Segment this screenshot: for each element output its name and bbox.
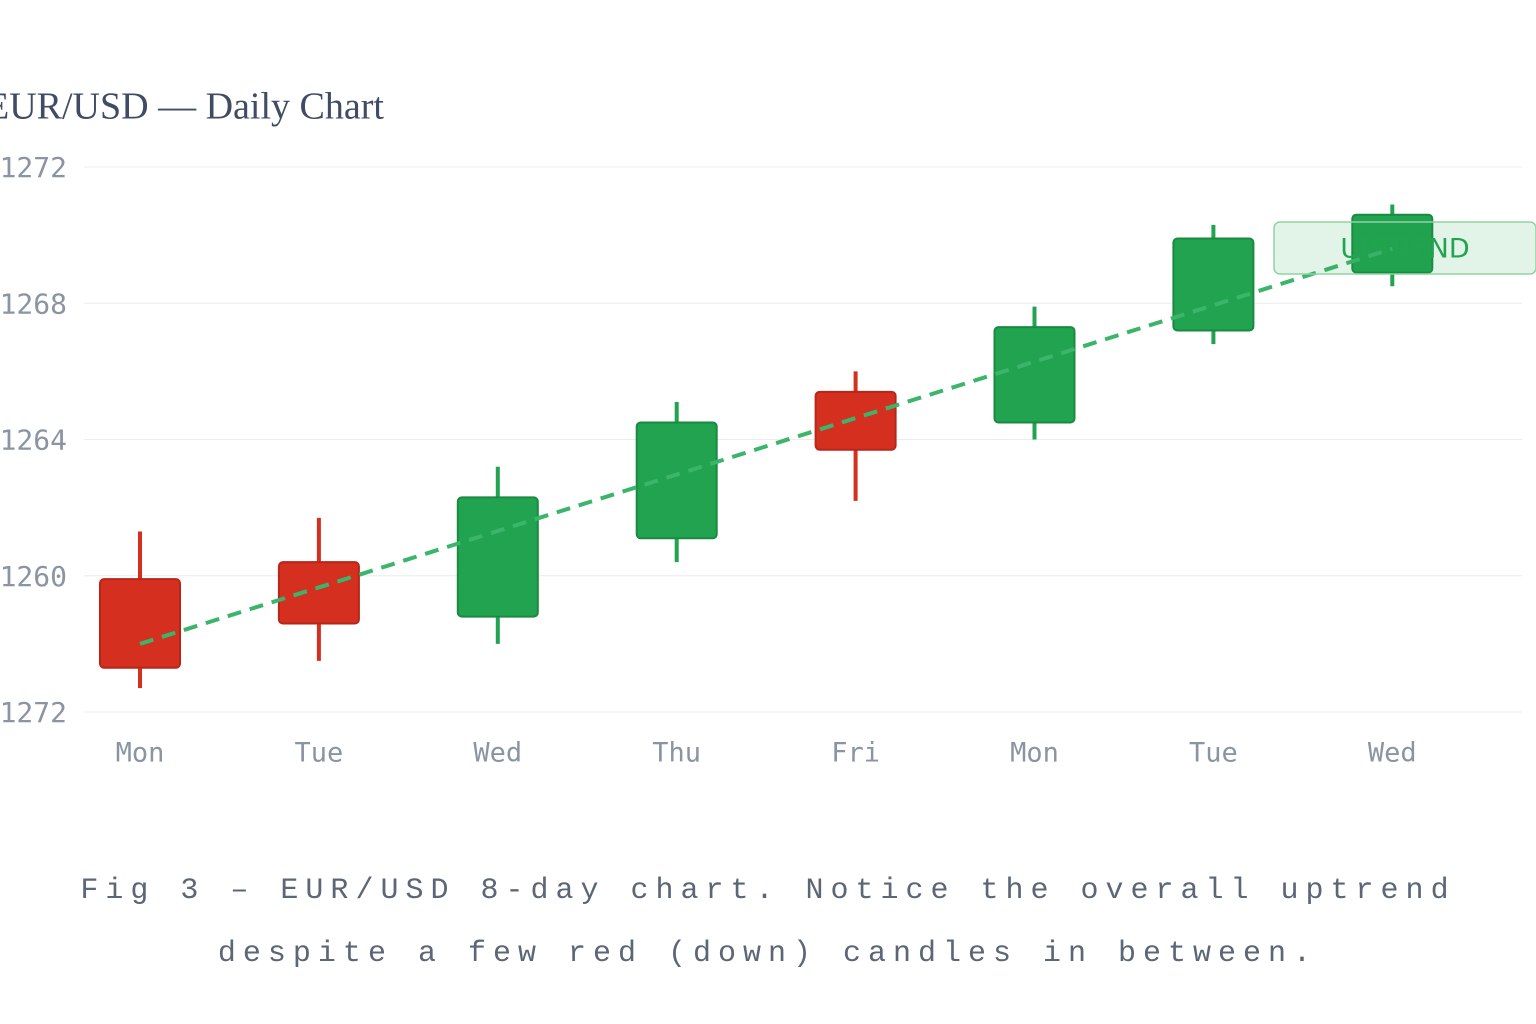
x-tick-label: Wed [473, 738, 522, 769]
candle-body [456, 496, 539, 618]
x-tick-label: Tue [1189, 738, 1238, 769]
x-tick-label: Wed [1368, 738, 1417, 769]
annotation-box [1273, 221, 1536, 275]
caption: Fig 3 – EUR/USD 8-day chart. Notice the … [80, 874, 1456, 971]
candle-body [1172, 237, 1255, 332]
y-tick-label: 1272 [0, 151, 67, 184]
candle-body [99, 578, 181, 669]
trend-line [139, 246, 1393, 646]
y-tick-label: 1268 [0, 287, 67, 320]
candle-body [814, 390, 897, 451]
candle-body [1351, 213, 1434, 274]
x-tick-label: Fri [831, 738, 880, 769]
x-tick-label: Tue [295, 738, 344, 769]
candle-body [635, 421, 718, 540]
y-tick-label: 1260 [0, 560, 67, 593]
x-tick-label: Mon [116, 738, 165, 769]
y-tick-label: 1272 [0, 696, 67, 729]
chart-title: EUR/USD — Daily Chart [0, 86, 384, 128]
candle-body [277, 561, 360, 625]
candle-body [993, 326, 1076, 424]
y-tick-label: 1264 [0, 424, 67, 457]
x-tick-label: Mon [1010, 738, 1059, 769]
annotation: UPTREND [1340, 234, 1469, 265]
x-tick-label: Thu [652, 738, 701, 769]
